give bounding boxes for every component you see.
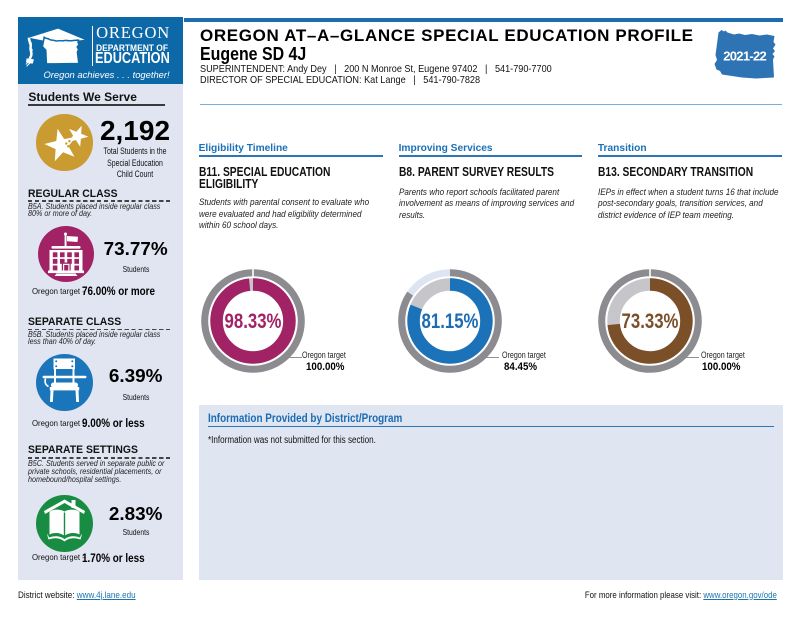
svg-text:2021-22: 2021-22 (723, 49, 767, 64)
